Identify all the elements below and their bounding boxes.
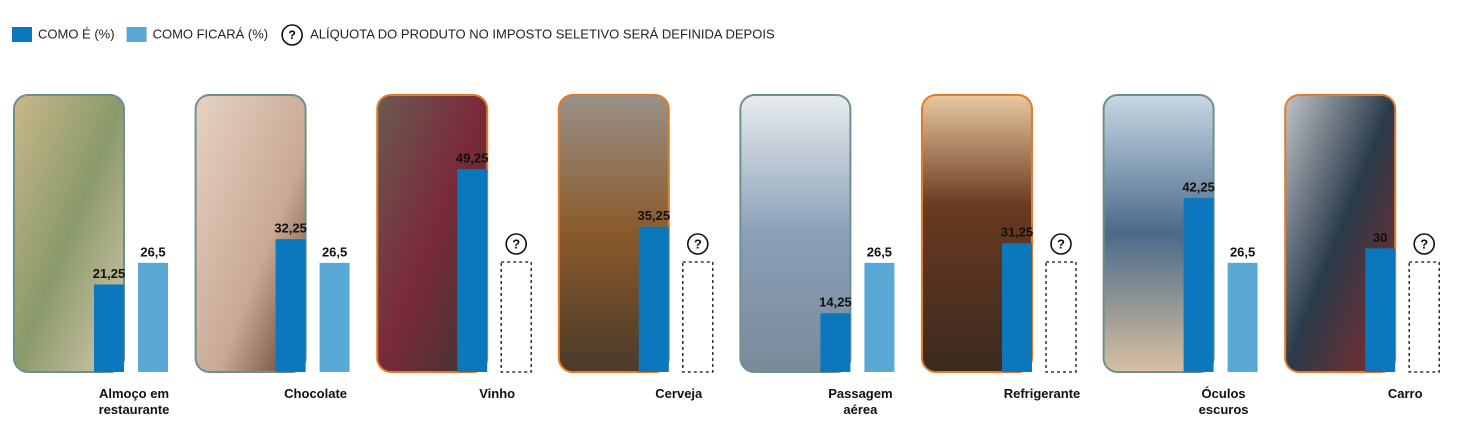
category-label: Refrigerante xyxy=(1003,386,1081,401)
bar xyxy=(138,262,168,372)
photo xyxy=(739,94,852,373)
value-label: 32,25 xyxy=(274,221,307,236)
bar xyxy=(1002,243,1032,372)
bar xyxy=(1183,197,1214,372)
undefined-icon xyxy=(1050,233,1072,255)
value-label: 26,5 xyxy=(140,244,165,259)
value-label: 14,25 xyxy=(819,295,852,310)
undefined-icon xyxy=(1413,233,1435,255)
category-label: Óculos escuros xyxy=(1198,386,1249,417)
legend-icon-symbol: ? xyxy=(288,28,295,42)
value-label: ? xyxy=(694,236,702,251)
undefined-icon xyxy=(686,233,709,255)
value-label: 30 xyxy=(1373,230,1387,245)
legend-label: COMO É (%) xyxy=(38,26,115,41)
undefined-box xyxy=(1045,261,1077,373)
category-label: Cerveja xyxy=(655,386,703,401)
bar xyxy=(275,239,306,372)
bar xyxy=(864,262,895,372)
undefined-box xyxy=(682,261,714,373)
legend-icon xyxy=(281,24,303,46)
category-label: Vinho xyxy=(479,386,516,401)
undefined-box xyxy=(500,261,532,373)
value-label: ? xyxy=(1420,236,1428,251)
bar xyxy=(1227,262,1258,372)
value-label: 31,25 xyxy=(1001,225,1034,240)
value-label: 49,25 xyxy=(456,151,489,166)
category-label: Passagem aérea xyxy=(828,386,893,417)
bar xyxy=(820,313,851,372)
value-label: 26,5 xyxy=(867,244,892,259)
bar xyxy=(1365,248,1396,372)
undefined-box xyxy=(1408,261,1440,373)
value-label: 26,5 xyxy=(322,244,347,259)
legend-label: ALÍQUOTA DO PRODUTO NO IMPOSTO SELETIVO … xyxy=(310,26,775,41)
legend-swatch xyxy=(12,27,32,42)
value-label: ? xyxy=(512,236,520,251)
category-label: Carro xyxy=(1387,386,1423,401)
bar xyxy=(319,262,350,372)
category-label: Chocolate xyxy=(284,386,348,401)
bar xyxy=(457,169,488,372)
category-label: Almoço em restaurante xyxy=(98,386,170,417)
value-label: ? xyxy=(1057,236,1065,251)
undefined-icon xyxy=(505,233,528,255)
legend-label: COMO FICARÁ (%) xyxy=(153,26,269,41)
value-label: 26,5 xyxy=(1230,244,1255,259)
bar xyxy=(94,284,124,372)
value-label: 42,25 xyxy=(1182,179,1215,194)
value-label: 21,25 xyxy=(93,266,126,281)
legend-swatch xyxy=(126,27,147,42)
bar xyxy=(638,226,669,372)
value-label: 35,25 xyxy=(638,208,671,223)
